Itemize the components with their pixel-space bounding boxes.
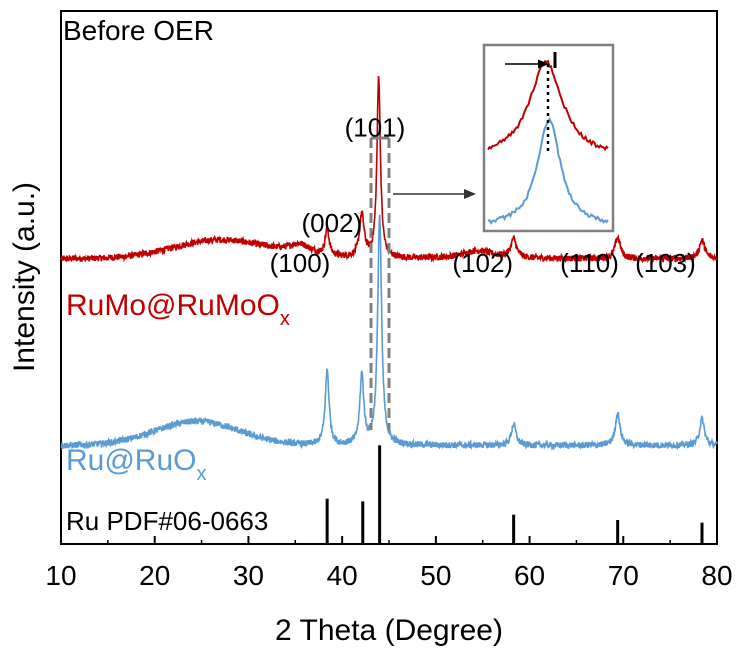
- legend-ru-ruox: Ru@RuOx: [66, 444, 207, 485]
- x-tick-label: 30: [233, 560, 264, 591]
- inset-shift-arrowhead: [538, 59, 549, 69]
- x-tick-label: 70: [608, 560, 639, 591]
- reference-sticks: [325, 445, 704, 544]
- legend-rumo-sub: x: [280, 308, 290, 330]
- series-line-ru: [60, 214, 718, 451]
- peak-label: (102): [452, 248, 513, 278]
- chart-title: Before OER: [63, 15, 214, 46]
- x-tick-label: 60: [514, 560, 545, 591]
- x-tick-label: 80: [701, 560, 732, 591]
- legend-ru-main: Ru@RuO: [66, 444, 197, 477]
- inset-curve-rumo: [487, 59, 609, 152]
- inset-pointer-arrow: [393, 189, 476, 199]
- peak-label: (100): [270, 248, 331, 278]
- x-tick-label: 40: [327, 560, 358, 591]
- highlight-box: [369, 136, 391, 430]
- x-tick-label: 20: [139, 560, 170, 591]
- x-tick-label: 10: [45, 560, 76, 591]
- peak-label: (110): [560, 248, 619, 278]
- legend-ru-sub: x: [197, 463, 207, 485]
- x-axis: 10 20 30 40 50 60 70 80: [45, 536, 733, 591]
- peak-label: (002): [301, 208, 362, 238]
- inset-zoom: [482, 43, 615, 233]
- peak-label: (101): [345, 112, 406, 142]
- legend-rumo-main: RuMo@RuMoO: [66, 289, 280, 322]
- legend-reference: Ru PDF#06-0663: [66, 506, 268, 536]
- x-axis-label: 2 Theta (Degree): [275, 614, 503, 647]
- legend-rumo-rumoox: RuMo@RuMoOx: [66, 289, 290, 330]
- peak-labels: (100) (002) (101) (102) (110) (103): [270, 112, 696, 278]
- y-axis-label: Intensity (a.u.): [8, 182, 41, 372]
- series-ru-ruox: [60, 214, 718, 451]
- x-tick-label: 50: [420, 560, 451, 591]
- peak-label: (103): [635, 248, 696, 278]
